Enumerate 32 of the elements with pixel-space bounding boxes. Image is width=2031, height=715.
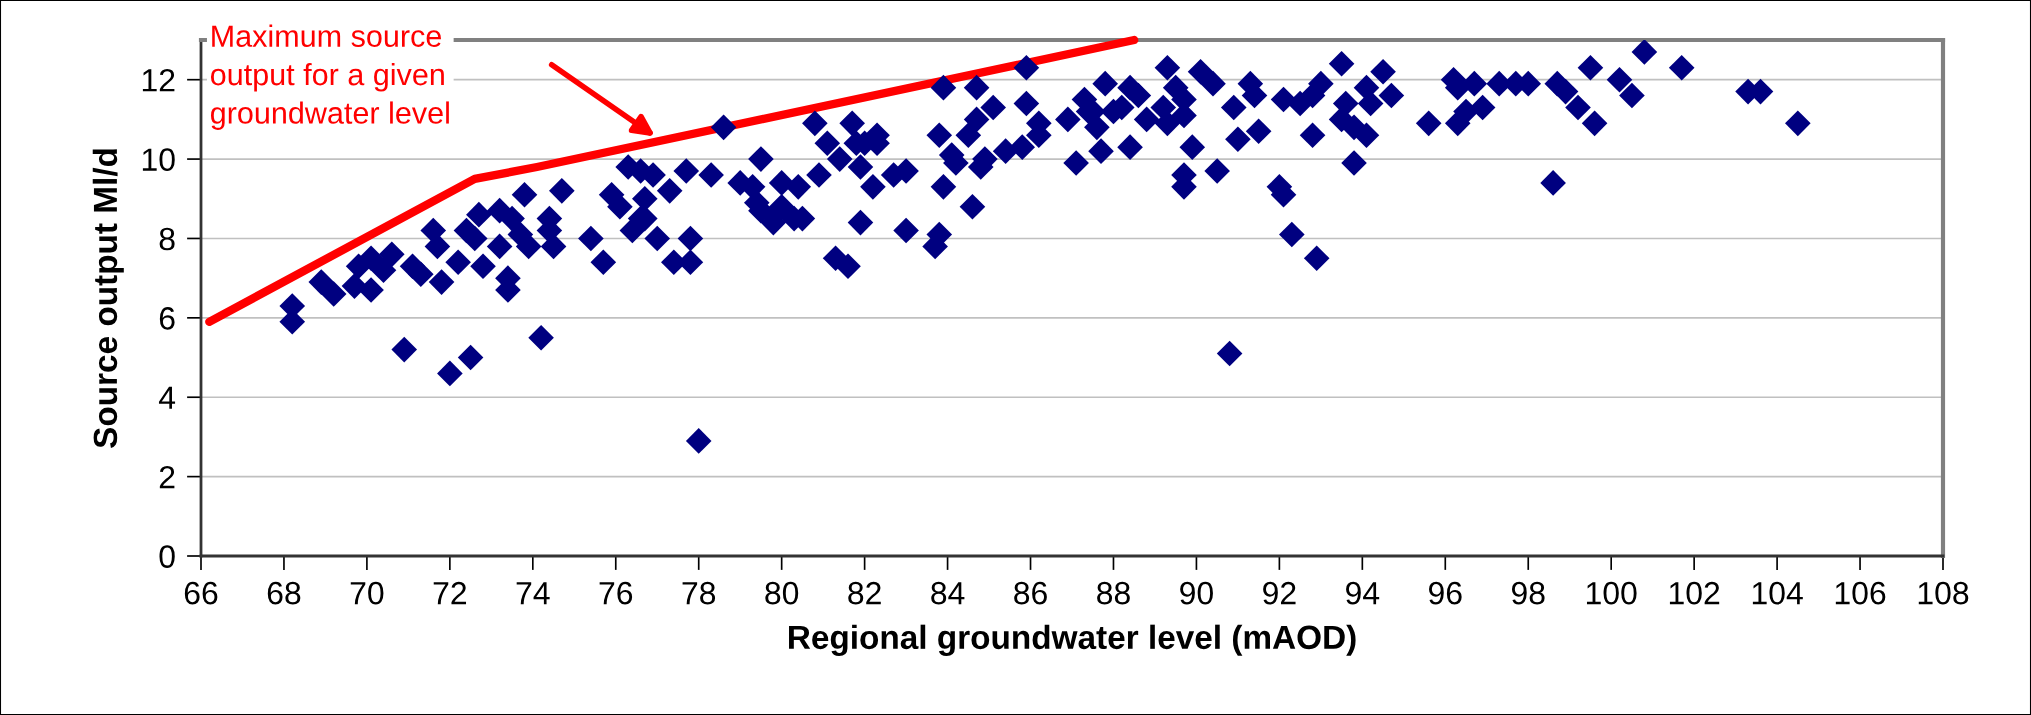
annotation: Maximum source output for a given groundwater level [210, 24, 449, 130]
x-tick-label: 68 [267, 581, 301, 605]
y-tick-label: 6 [159, 307, 175, 330]
x-tick-label: 102 [1669, 581, 1720, 605]
y-tick-label: 0 [159, 545, 175, 568]
x-tick-label: 104 [1752, 581, 1803, 605]
x-tick-label: 94 [1346, 581, 1380, 605]
x-tick-label: 66 [184, 581, 218, 605]
y-axis-title: Source output Ml/d [92, 149, 124, 448]
x-tick-label: 76 [599, 581, 633, 605]
x-tick-label: 74 [516, 582, 550, 605]
y-tick-label: 10 [142, 148, 175, 171]
x-tick-label: 90 [1180, 581, 1213, 605]
x-tick-label: 88 [1097, 581, 1130, 605]
x-tick-label: 92 [1263, 581, 1296, 605]
y-tick-label: 12 [142, 68, 175, 92]
x-tick-label: 82 [848, 581, 881, 605]
x-tick-label: 84 [931, 581, 965, 605]
x-tick-label: 98 [1511, 581, 1545, 605]
x-tick-label: 78 [682, 581, 716, 605]
x-tick-label: 108 [1918, 581, 1969, 605]
x-axis-title: Regional groundwater level (mAOD) [789, 624, 1356, 656]
x-tick-label: 96 [1429, 581, 1462, 605]
y-tick-label: 4 [158, 386, 176, 409]
x-tick-label: 80 [765, 581, 799, 605]
x-tick-label: 106 [1835, 581, 1886, 605]
y-tick-label: 8 [159, 227, 175, 251]
x-tick-label: 70 [350, 581, 384, 605]
x-tick-label: 72 [433, 581, 467, 605]
x-tick-label: 100 [1586, 581, 1637, 605]
x-tick-label: 86 [1014, 581, 1047, 605]
y-tick-label: 2 [159, 465, 175, 489]
